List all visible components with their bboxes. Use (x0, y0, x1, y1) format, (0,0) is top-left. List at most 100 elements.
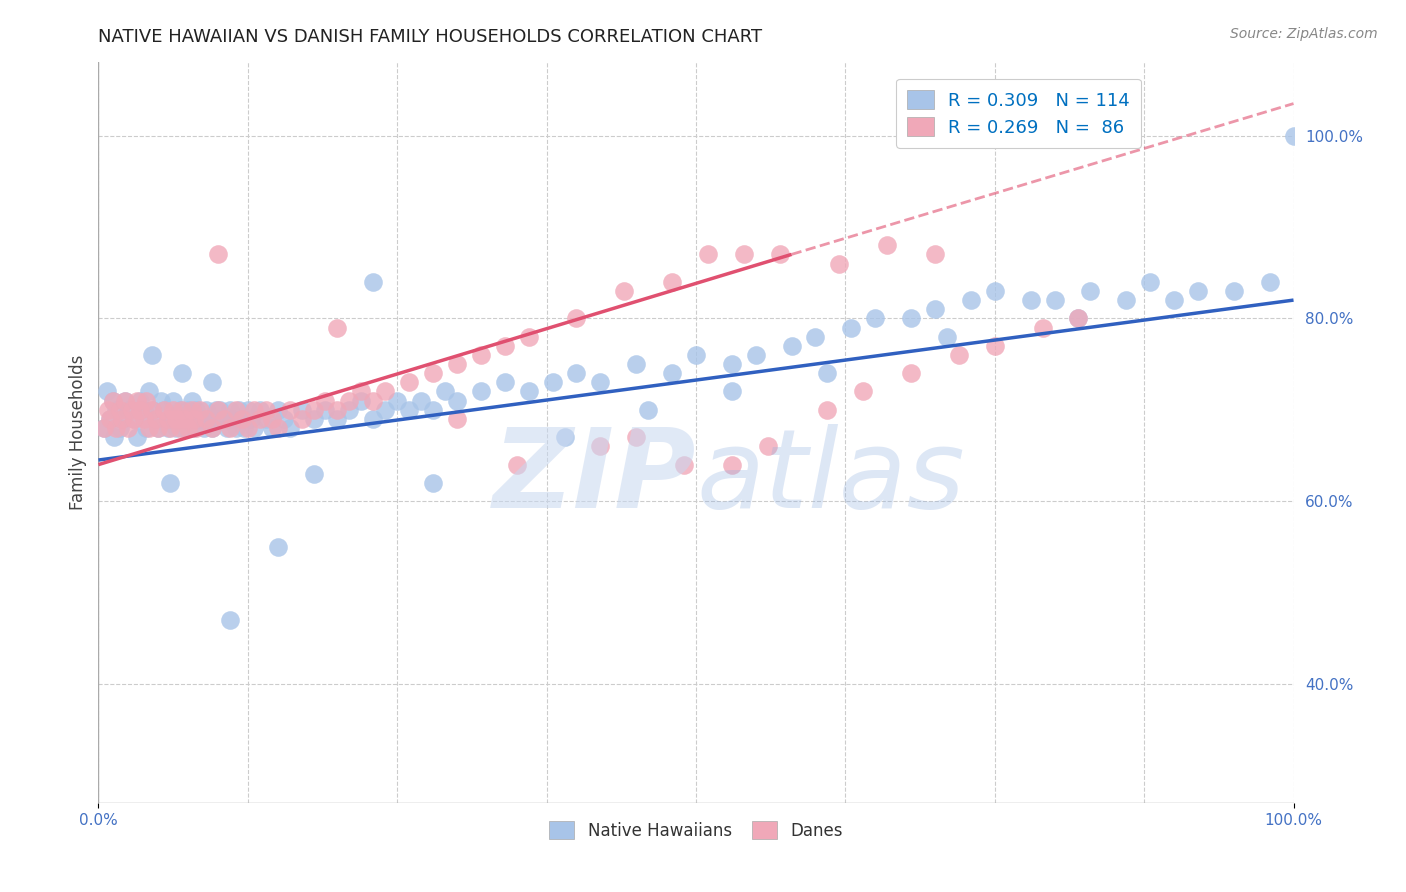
Point (637, 402, 659, 417)
Point (93, 421, 115, 435)
Point (219, 613, 242, 627)
Point (315, 393, 337, 408)
Text: NATIVE HAWAIIAN VS DANISH FAMILY HOUSEHOLDS CORRELATION CHART: NATIVE HAWAIIAN VS DANISH FAMILY HOUSEHO… (98, 28, 762, 45)
Point (197, 412, 219, 426)
Point (470, 384, 492, 399)
Point (180, 393, 202, 408)
Point (145, 412, 167, 426)
Point (984, 284, 1007, 298)
Point (626, 430, 648, 444)
Point (207, 412, 229, 426)
Point (1067, 311, 1090, 326)
Point (1080, 284, 1102, 298)
Point (339, 402, 361, 417)
Point (231, 412, 253, 426)
Point (195, 412, 218, 426)
Point (141, 402, 163, 417)
Point (105, 402, 128, 417)
Point (1163, 293, 1185, 307)
Point (177, 402, 200, 417)
Point (374, 384, 396, 399)
Point (207, 402, 229, 417)
Point (422, 366, 444, 380)
Point (105, 421, 128, 435)
Point (1115, 293, 1137, 307)
Point (225, 402, 247, 417)
Point (1019, 293, 1042, 307)
Point (138, 384, 160, 399)
Point (517, 384, 540, 399)
Point (129, 393, 152, 408)
Point (721, 458, 744, 472)
Point (217, 421, 239, 435)
Point (291, 402, 314, 417)
Point (446, 357, 468, 371)
Point (101, 393, 124, 408)
Point (541, 376, 564, 390)
Point (225, 421, 247, 435)
Point (219, 421, 242, 435)
Point (780, 339, 803, 353)
Point (326, 412, 349, 426)
Point (236, 421, 259, 435)
Point (201, 376, 224, 390)
Point (156, 421, 179, 435)
Point (924, 247, 946, 261)
Point (804, 329, 827, 343)
Point (768, 247, 790, 261)
Point (350, 384, 373, 399)
Point (948, 348, 970, 362)
Point (697, 247, 720, 261)
Point (212, 412, 235, 426)
Point (661, 275, 683, 289)
Point (124, 412, 146, 426)
Point (236, 402, 259, 417)
Point (517, 329, 540, 343)
Point (138, 421, 160, 435)
Text: atlas: atlas (696, 424, 965, 531)
Point (411, 393, 433, 408)
Point (97, 402, 120, 417)
Point (212, 412, 235, 426)
Point (254, 402, 277, 417)
Point (385, 393, 409, 408)
Point (756, 439, 779, 453)
Text: ZIP: ZIP (492, 424, 696, 531)
Point (103, 430, 125, 444)
Point (231, 412, 253, 426)
Point (506, 458, 529, 472)
Point (1043, 293, 1066, 307)
Point (173, 412, 195, 426)
Point (249, 402, 271, 417)
Point (494, 339, 516, 353)
Point (243, 421, 266, 435)
Point (153, 402, 176, 417)
Point (745, 348, 768, 362)
Point (141, 348, 163, 362)
Point (165, 412, 187, 426)
Point (186, 421, 208, 435)
Point (193, 421, 215, 435)
Point (129, 402, 152, 417)
Point (254, 412, 277, 426)
Point (350, 393, 373, 408)
Point (201, 421, 224, 435)
Point (153, 402, 176, 417)
Point (233, 421, 256, 435)
Point (108, 402, 131, 417)
Point (363, 275, 385, 289)
Point (111, 412, 134, 426)
Point (363, 412, 385, 426)
Point (204, 402, 226, 417)
Point (156, 412, 179, 426)
Point (661, 366, 683, 380)
Point (148, 421, 170, 435)
Point (98, 412, 122, 426)
Point (339, 393, 361, 408)
Point (1067, 311, 1090, 326)
Point (936, 329, 959, 343)
Point (188, 412, 211, 426)
Point (172, 366, 194, 380)
Point (613, 284, 636, 298)
Point (172, 402, 194, 417)
